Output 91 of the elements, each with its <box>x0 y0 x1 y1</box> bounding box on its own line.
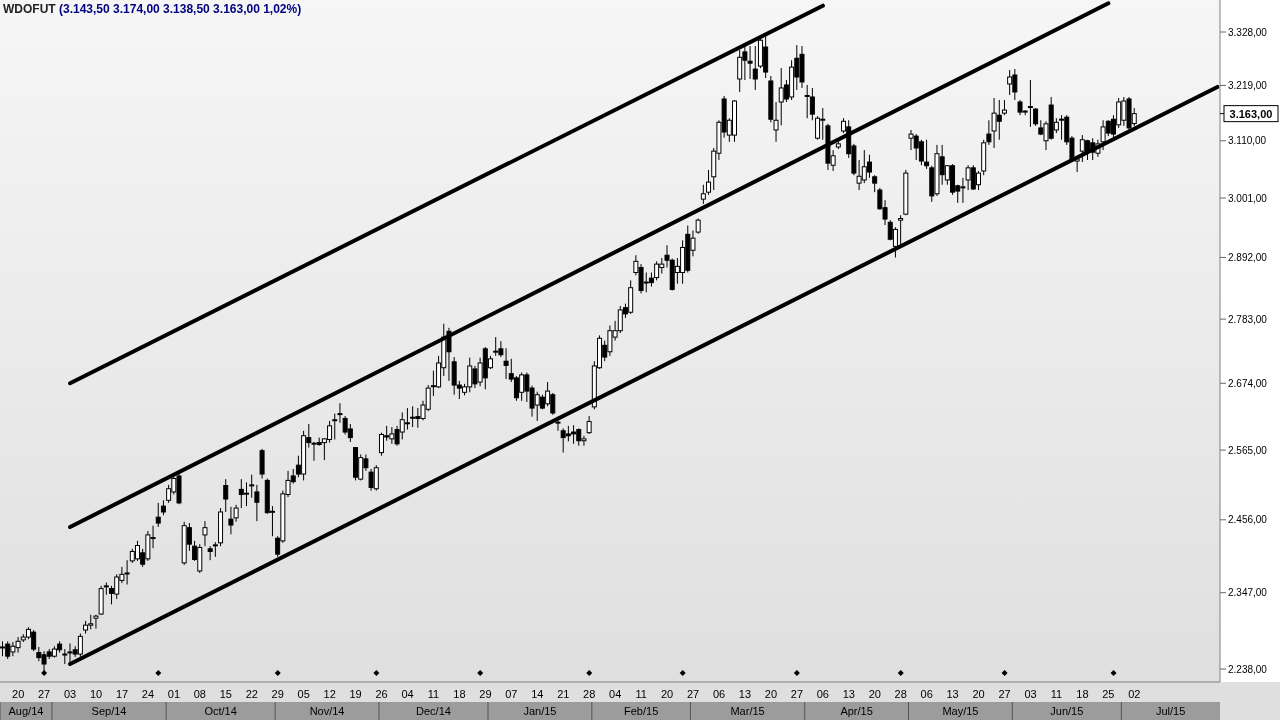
x-tick-label: 25 <box>1102 687 1115 700</box>
candlestick <box>332 413 338 440</box>
x-tick-label: 20 <box>660 687 674 700</box>
x-tick-label: 26 <box>375 687 388 700</box>
x-tick-label: 12 <box>323 687 336 700</box>
y-tick-label: 2.238,00 <box>1228 663 1268 675</box>
candlestick <box>1027 79 1033 128</box>
x-tick-label: 03 <box>1024 687 1037 700</box>
y-tick-label: 2.892,00 <box>1228 252 1268 263</box>
x-tick-label: 03 <box>63 687 77 700</box>
text: Nov/14 <box>309 705 345 717</box>
text: Jan/15 <box>523 705 557 717</box>
x-tick-label: 20 <box>764 687 778 700</box>
x-tick-label: 04 <box>401 687 414 700</box>
y-tick-label: 3.110,00 <box>1228 135 1267 147</box>
x-tick-label: 11 <box>427 687 440 700</box>
x-tick-label: 24 <box>141 687 155 700</box>
y-tick-label: 2.674,00 <box>1228 377 1268 389</box>
candlestick <box>555 418 561 432</box>
candlestick <box>259 448 265 479</box>
candlestick <box>223 478 229 513</box>
y-tick-label: 3.219,00 <box>1228 80 1268 92</box>
x-tick-label: 27 <box>790 687 804 700</box>
candlestick <box>706 169 712 196</box>
x-tick-label: 20 <box>868 687 881 700</box>
x-tick-label: 06 <box>920 687 933 700</box>
x-tick-label: 18 <box>453 687 466 700</box>
x-tick-label: 21 <box>557 687 570 700</box>
candlestick <box>1007 69 1013 96</box>
y-tick-label: 2.456,00 <box>1228 514 1268 526</box>
candlestick <box>410 405 416 428</box>
candlestick <box>866 154 872 179</box>
candlestick <box>752 45 758 91</box>
candlestick <box>249 474 255 499</box>
x-tick-label: 11 <box>1050 687 1063 700</box>
text: Jul/15 <box>1156 705 1186 717</box>
candlestick <box>155 502 161 528</box>
x-tick-label: 22 <box>245 687 258 700</box>
x-tick-label: 29 <box>479 687 492 700</box>
x-tick-label: 27 <box>38 687 51 700</box>
x-tick-label: 01 <box>167 687 181 700</box>
y-tick-label: 2.783,00 <box>1228 313 1268 325</box>
text: May/15 <box>942 705 979 717</box>
x-tick-label: 08 <box>193 687 206 700</box>
x-tick-label: 20 <box>972 687 985 700</box>
x-tick-label: 14 <box>531 687 544 700</box>
candlestick <box>809 87 815 121</box>
y-tick-label: 2.347,00 <box>1228 587 1268 599</box>
candlestick <box>773 101 779 143</box>
x-tick-label: 19 <box>349 687 362 700</box>
text: Aug/14 <box>8 705 44 717</box>
candlestick <box>202 520 208 547</box>
candlestick <box>815 115 821 141</box>
x-tick-label: 10 <box>89 687 103 700</box>
x-tick-label: 02 <box>1128 687 1141 700</box>
x-tick-label: 27 <box>998 687 1011 700</box>
text: Oct/14 <box>204 705 237 717</box>
candlestick <box>1059 114 1065 141</box>
candlestick <box>254 484 260 522</box>
x-tick-label: 17 <box>115 687 129 700</box>
x-tick-label: 28 <box>583 687 596 700</box>
x-tick-label: 07 <box>505 687 518 700</box>
x-tick-label: 15 <box>219 687 232 700</box>
x-tick-label: 28 <box>894 687 907 700</box>
x-tick-label: 27 <box>686 687 700 700</box>
x-tick-label: 06 <box>712 687 726 700</box>
x-tick-label: 29 <box>271 687 284 700</box>
x-tick-label: 05 <box>297 687 310 700</box>
x-tick-label: 06 <box>816 687 829 700</box>
x-tick-label: 13 <box>842 687 855 700</box>
text: 3.163,00 <box>1229 107 1273 120</box>
y-tick-label: 3.328,00 <box>1228 26 1268 38</box>
candlestick <box>404 407 410 431</box>
x-tick-label: 18 <box>1076 687 1089 700</box>
x-tick-label: 20 <box>12 687 25 700</box>
x-tick-label: 13 <box>946 687 959 700</box>
candlestick <box>892 226 898 258</box>
text: Sep/14 <box>91 705 127 717</box>
candlestick <box>77 633 83 658</box>
text: Jun/15 <box>1050 705 1084 717</box>
y-tick-label: 3.001,00 <box>1228 192 1268 204</box>
text: Feb/15 <box>624 705 659 717</box>
text: Dec/14 <box>416 705 451 717</box>
text: Apr/15 <box>840 705 873 717</box>
y-tick-label: 2.565,00 <box>1228 444 1268 456</box>
x-tick-label: 13 <box>738 687 752 700</box>
candlestick <box>700 184 706 205</box>
x-tick-label: 04 <box>609 687 622 700</box>
x-tick-label: 11 <box>635 687 647 700</box>
text: Mar/15 <box>730 705 765 717</box>
chart-title: WDOFUT (3.143,50 3.174,00 3.138,50 3.163,00 1,02%) <box>3 2 302 16</box>
